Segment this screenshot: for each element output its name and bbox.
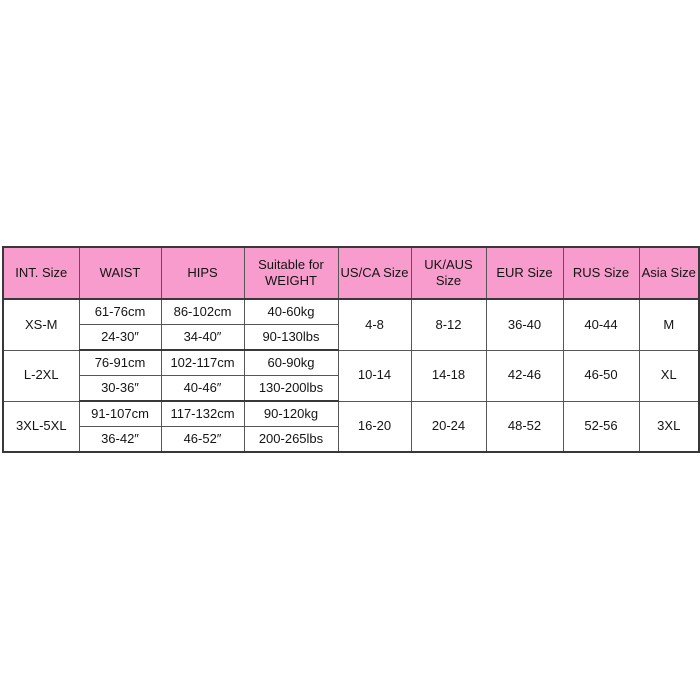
cell-eur: 42-46 bbox=[485, 349, 564, 402]
cell-us-ca: 4-8 bbox=[337, 298, 412, 351]
cell-rus: 40-44 bbox=[562, 298, 640, 351]
cell-int-size-xs-m: XS-M bbox=[2, 298, 80, 351]
cell-hips-in: 40-46″ bbox=[160, 375, 245, 402]
cell-uk-aus: 14-18 bbox=[410, 349, 487, 402]
cell-asia: XL bbox=[638, 349, 700, 402]
cell-hips-cm: 86-102cm bbox=[160, 298, 245, 325]
cell-asia: M bbox=[638, 298, 700, 351]
cell-weight-lbs: 130-200lbs bbox=[243, 375, 339, 402]
cell-hips-cm: 102-117cm bbox=[160, 349, 245, 376]
cell-us-ca: 16-20 bbox=[337, 400, 412, 453]
cell-waist-cm: 76-91cm bbox=[78, 349, 162, 376]
cell-waist-cm: 91-107cm bbox=[78, 400, 162, 427]
cell-weight-kg: 60-90kg bbox=[243, 349, 339, 376]
cell-waist-cm: 61-76cm bbox=[78, 298, 162, 325]
cell-waist-in: 36-42″ bbox=[78, 426, 162, 453]
table-row: 3XL-5XL 91-107cm 117-132cm 90-120kg 16-2… bbox=[2, 400, 700, 453]
column-header-weight: Suitable for WEIGHT bbox=[243, 246, 339, 300]
column-header-rus: RUS Size bbox=[562, 246, 640, 300]
cell-uk-aus: 8-12 bbox=[410, 298, 487, 351]
cell-hips-in: 46-52″ bbox=[160, 426, 245, 453]
table-row: L-2XL 76-91cm 102-117cm 60-90kg 10-14 14… bbox=[2, 349, 700, 402]
cell-weight-kg: 90-120kg bbox=[243, 400, 339, 427]
cell-eur: 36-40 bbox=[485, 298, 564, 351]
cell-hips-cm: 117-132cm bbox=[160, 400, 245, 427]
cell-hips-in: 34-40″ bbox=[160, 324, 245, 351]
column-header-uk-aus: UK/AUS Size bbox=[410, 246, 487, 300]
cell-int-size-3xl-5xl: 3XL-5XL bbox=[2, 400, 80, 453]
header-row: INT. Size WAIST HIPS Suitable for WEIGHT… bbox=[2, 246, 700, 300]
table-row: XS-M 61-76cm 86-102cm 40-60kg 4-8 8-12 3… bbox=[2, 298, 700, 351]
cell-weight-kg: 40-60kg bbox=[243, 298, 339, 325]
table-row: 36-42″ 46-52″ 200-265lbs bbox=[3, 426, 699, 453]
column-header-us-ca: US/CA Size bbox=[337, 246, 412, 300]
column-header-eur: EUR Size bbox=[485, 246, 564, 300]
cell-weight-lbs: 200-265lbs bbox=[243, 426, 339, 453]
cell-int-size-l-2xl: L-2XL bbox=[2, 349, 80, 402]
column-header-asia: Asia Size bbox=[638, 246, 700, 300]
cell-asia: 3XL bbox=[638, 400, 700, 453]
cell-uk-aus: 20-24 bbox=[410, 400, 487, 453]
cell-weight-lbs: 90-130lbs bbox=[243, 324, 339, 351]
table-row: 30-36″ 40-46″ 130-200lbs bbox=[3, 375, 699, 402]
table-row: 24-30″ 34-40″ 90-130lbs bbox=[3, 324, 699, 351]
cell-waist-in: 30-36″ bbox=[78, 375, 162, 402]
column-header-hips: HIPS bbox=[160, 246, 245, 300]
cell-rus: 52-56 bbox=[562, 400, 640, 453]
cell-rus: 46-50 bbox=[562, 349, 640, 402]
cell-waist-in: 24-30″ bbox=[78, 324, 162, 351]
cell-us-ca: 10-14 bbox=[337, 349, 412, 402]
cell-eur: 48-52 bbox=[485, 400, 564, 453]
size-chart-table: INT. Size WAIST HIPS Suitable for WEIGHT… bbox=[2, 246, 700, 453]
column-header-int-size: INT. Size bbox=[2, 246, 80, 300]
column-header-waist: WAIST bbox=[78, 246, 162, 300]
